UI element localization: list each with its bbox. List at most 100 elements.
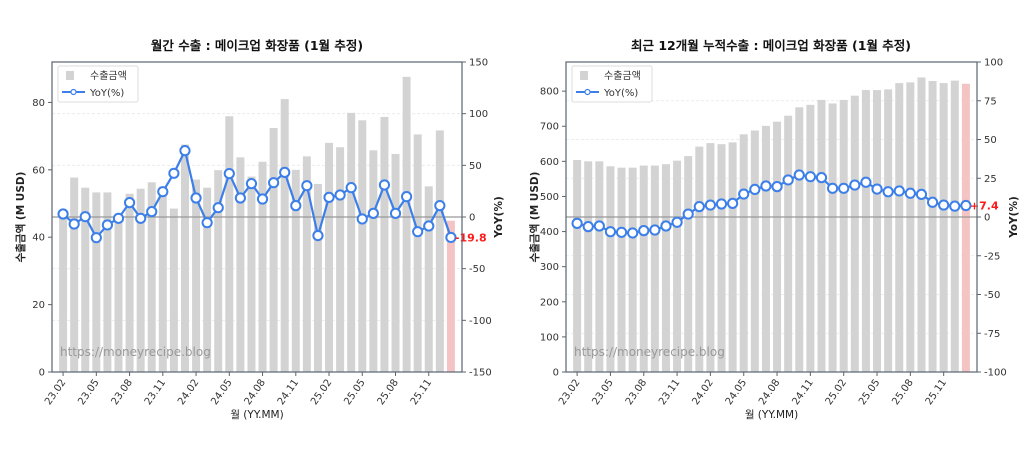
x-tick-label: 24.08 (243, 377, 268, 407)
watermark: https://moneyrecipe.blog (60, 345, 211, 359)
bar (291, 169, 300, 372)
bar (302, 156, 311, 372)
right-tick-label: -50 (469, 264, 485, 275)
last-yoy-label: -19.8 (455, 231, 487, 244)
left-tick-label: 800 (540, 87, 559, 98)
yoy-point (312, 230, 324, 242)
yoy-point (212, 202, 224, 214)
yoy-point (57, 208, 69, 220)
yoy-point (860, 176, 872, 188)
x-tick-label: 25.08 (890, 377, 915, 407)
left-tick-label: 40 (32, 233, 45, 244)
chart-monthly-export: 월간 수출 : 메이크업 화장품 (1월 추정) -19.8 0 20 40 60 80 -… (14, 38, 505, 421)
x-tick-label: 23.11 (143, 377, 168, 407)
bar (684, 156, 693, 372)
legend-label-bar: 수출금액 (604, 70, 641, 82)
y-axis-label-left: 수출금액 (M USD) (14, 172, 27, 263)
yoy-point (915, 188, 928, 200)
bar (917, 77, 926, 373)
chart-title: 최근 12개월 누적수출 : 메이크업 화장품 (1월 추정) (631, 38, 911, 53)
bar (280, 99, 289, 372)
bar (225, 116, 234, 372)
bar (158, 186, 167, 372)
bar (147, 182, 156, 372)
x-tick-label: 25.02 (824, 377, 849, 407)
yoy-point (671, 216, 683, 228)
yoy-point (960, 199, 972, 212)
bar (773, 121, 782, 373)
bar (739, 134, 748, 372)
x-tick-label: 25.08 (376, 377, 401, 407)
bar (402, 76, 411, 373)
yoy-point (571, 217, 583, 229)
left-tick-label: 300 (540, 262, 559, 273)
yoy-point (157, 186, 169, 198)
yoy-point (771, 181, 783, 193)
yoy-point (268, 177, 280, 189)
right-tick-label: 75 (984, 96, 997, 107)
right-tick-label: -100 (469, 316, 492, 327)
yoy-point (123, 197, 136, 209)
yoy-point (604, 226, 617, 238)
bar (639, 165, 648, 372)
right-tick-label: -25 (984, 251, 1000, 262)
right-tick-label: 100 (984, 58, 1003, 69)
legend: 수출금액 YoY(%) (57, 65, 139, 103)
bar (784, 115, 793, 373)
yoy-point (367, 207, 379, 219)
yoy-point (593, 220, 605, 232)
left-tick-label: 0 (553, 368, 559, 379)
bar (446, 220, 455, 372)
x-tick-label: 23.08 (110, 377, 135, 407)
yoy-point (627, 227, 639, 239)
yoy-point (838, 182, 850, 194)
bar (650, 165, 659, 372)
yoy-point (400, 191, 413, 203)
chart-12m-cumulative-export: 최근 12개월 누적수출 : 메이크업 화장품 (1월 추정) +7.4 0 100… (528, 38, 1020, 421)
yoy-point (871, 183, 883, 195)
bar (413, 134, 422, 372)
right-tick-label: 50 (984, 135, 997, 146)
bar (336, 147, 345, 372)
legend-label-line: YoY(%) (603, 88, 638, 99)
yoy-point (412, 226, 424, 238)
yoy-point (682, 208, 694, 220)
yoy-point (334, 189, 346, 201)
yoy-point (938, 199, 950, 211)
bar (606, 166, 615, 372)
yoy-point (893, 185, 905, 197)
bar (961, 83, 970, 373)
bar (180, 144, 189, 372)
left-tick-label: 20 (32, 300, 45, 311)
bar (895, 83, 904, 373)
yoy-point (146, 206, 158, 218)
legend-label-line: YoY(%) (89, 88, 124, 99)
left-tick-label: 80 (32, 98, 45, 109)
legend-marker-swatch (584, 88, 591, 96)
x-tick-label: 25.05 (857, 377, 882, 407)
bar (258, 161, 267, 372)
yoy-point (389, 207, 402, 219)
yoy-point (301, 180, 313, 192)
yoy-point (904, 187, 916, 199)
bar (673, 160, 682, 372)
legend-bar-swatch (66, 71, 74, 80)
y-axis-label-right: YoY(%) (493, 196, 505, 239)
left-tick-label: 100 (540, 332, 559, 343)
last-yoy-label: +7.4 (970, 200, 999, 213)
bar (728, 142, 737, 372)
yoy-point (826, 182, 839, 194)
yoy-point (68, 218, 80, 230)
x-tick-label: 23.02 (557, 377, 582, 407)
x-tick-label: 23.08 (624, 377, 649, 407)
yoy-point (378, 179, 391, 191)
bar (325, 142, 334, 372)
yoy-point (179, 145, 191, 157)
bar (169, 208, 178, 372)
bar (347, 112, 356, 372)
yoy-point (804, 171, 816, 183)
yoy-point (727, 197, 739, 209)
yoy-point (290, 200, 302, 212)
bar (706, 143, 715, 372)
